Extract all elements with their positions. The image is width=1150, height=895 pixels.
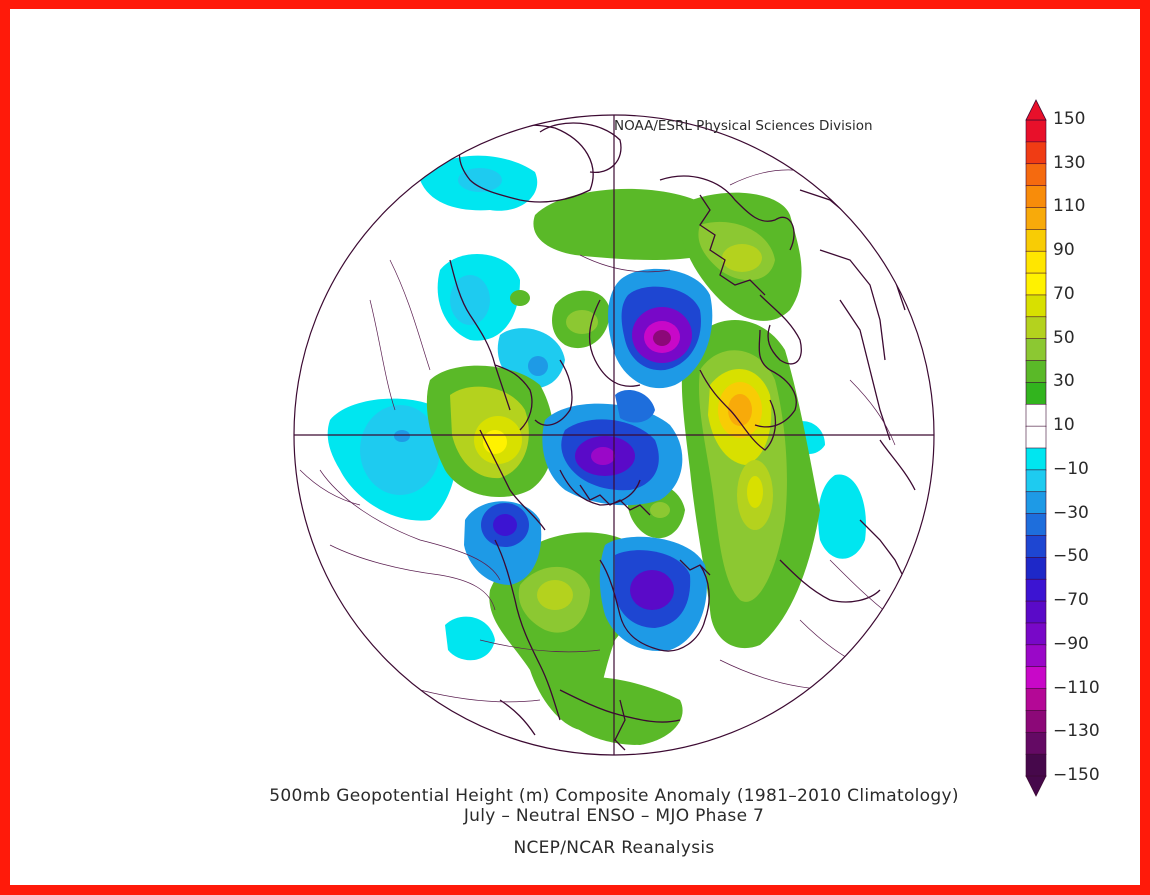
colorbar-swatch — [1025, 316, 1047, 340]
data-source-label: NCEP/NCAR Reanalysis — [513, 838, 715, 858]
colorbar-tick-label: −10 — [1053, 458, 1089, 479]
colorbar-swatch — [1025, 753, 1047, 777]
colorbar-swatch — [1025, 163, 1047, 187]
colorbar-swatch — [1025, 578, 1047, 602]
colorbar-tick-label: −130 — [1053, 721, 1100, 742]
colorbar-tick-label: −90 — [1053, 633, 1089, 654]
anomaly-field — [294, 115, 934, 755]
colorbar-tick-label: −30 — [1053, 502, 1089, 523]
colorbar-bottom-arrow — [1025, 775, 1047, 797]
colorbar-swatch — [1025, 425, 1047, 449]
colorbar-swatch — [1025, 731, 1047, 755]
negative-anomaly-west — [327, 398, 458, 521]
colorbar-swatch — [1025, 491, 1047, 515]
colorbar-swatch — [1025, 513, 1047, 537]
map-boundary-circle — [293, 114, 935, 756]
positive-anomaly-north — [510, 188, 802, 349]
figure-title: 500mb Geopotential Height (m) Composite … — [269, 786, 959, 806]
colorbar-swatch — [1025, 119, 1047, 143]
colorbar-swatch — [1025, 382, 1047, 405]
colorbar-swatch — [1025, 360, 1047, 384]
colorbar-tick-label: 90 — [1053, 240, 1075, 261]
colorbar-tick-label: −110 — [1053, 677, 1100, 698]
colorbar-swatch — [1025, 403, 1047, 427]
colorbar-swatch — [1025, 688, 1047, 712]
colorbar — [1025, 99, 1047, 797]
colorbar-tick-label: 110 — [1053, 196, 1086, 217]
colorbar-swatch — [1025, 338, 1047, 362]
colorbar-swatch — [1025, 535, 1047, 559]
credit-label: NOAA/ESRL Physical Sciences Division — [614, 118, 873, 134]
colorbar-swatch — [1025, 644, 1047, 668]
colorbar-swatch — [1025, 272, 1047, 296]
colorbar-swatch — [1025, 469, 1047, 493]
colorbar-swatch — [1025, 447, 1047, 471]
colorbar-tick-label: −150 — [1053, 765, 1100, 785]
colorbar-tick-label: 10 — [1053, 415, 1075, 436]
colorbar-tick-label: −50 — [1053, 546, 1089, 567]
negative-anomaly-sw — [445, 616, 495, 661]
colorbar-tick-label: 70 — [1053, 283, 1075, 304]
colorbar-swatch — [1025, 294, 1047, 318]
positive-anomaly-west-america — [426, 365, 554, 498]
colorbar-tick-label: 30 — [1053, 371, 1075, 392]
figure-subtitle: July – Neutral ENSO – MJO Phase 7 — [463, 806, 765, 826]
colorbar-tick-label: 130 — [1053, 152, 1086, 173]
colorbar-swatch — [1025, 229, 1047, 252]
colorbar-swatch — [1025, 557, 1047, 580]
colorbar-top-arrow — [1025, 99, 1047, 121]
colorbar-swatch — [1025, 207, 1047, 231]
negative-anomaly-south-central — [599, 536, 707, 651]
colorbar-tick-label: −70 — [1053, 590, 1089, 611]
colorbar-swatch — [1025, 622, 1047, 646]
negative-anomaly-north-pole — [608, 268, 713, 389]
colorbar-swatch — [1025, 141, 1047, 165]
colorbar-swatch — [1025, 185, 1047, 209]
colorbar-swatch — [1025, 666, 1047, 690]
negative-anomaly-southwest — [464, 501, 542, 585]
colorbar-swatch — [1025, 710, 1047, 733]
colorbar-swatch — [1025, 250, 1047, 274]
colorbar-tick-label: 150 — [1053, 109, 1086, 129]
colorbar-swatch — [1025, 600, 1047, 624]
negative-anomaly-central — [542, 390, 683, 506]
colorbar-tick-label: 50 — [1053, 327, 1075, 348]
